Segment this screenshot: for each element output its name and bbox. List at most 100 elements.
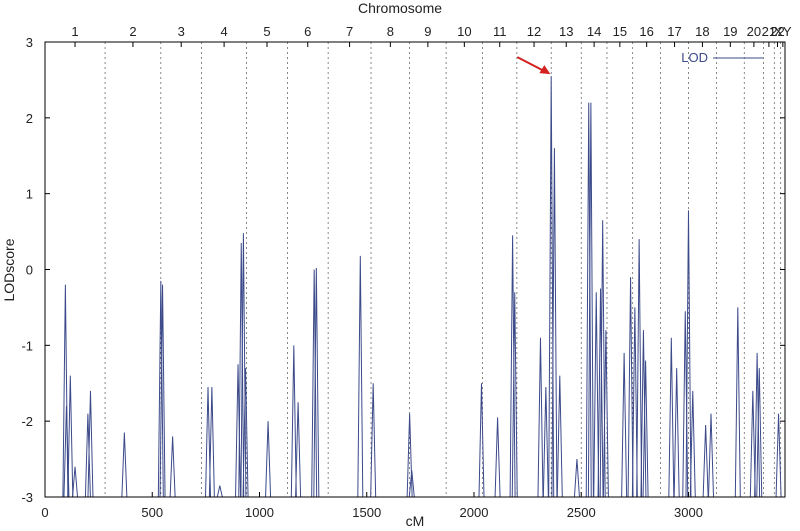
y-tick-label-0: 0 xyxy=(26,263,33,278)
axis-ticks xyxy=(44,41,785,498)
lod-peak-55 xyxy=(708,413,714,498)
chromosome-label-12: 12 xyxy=(527,24,541,39)
lod-peak-40 xyxy=(597,288,604,498)
lod-peak-46 xyxy=(636,239,643,498)
lod-peak-1 xyxy=(62,284,69,498)
legend-label-lod: LOD xyxy=(681,50,708,65)
lod-peak-36 xyxy=(573,459,580,498)
lod-peak-32 xyxy=(542,387,549,498)
x-axis-title: cM xyxy=(406,513,425,529)
lod-peak-47 xyxy=(640,330,647,498)
chromosome-label-15: 15 xyxy=(613,24,627,39)
chromosome-label-9: 9 xyxy=(424,24,431,39)
lod-peak-24 xyxy=(370,383,377,498)
lod-peak-54 xyxy=(702,424,709,498)
lod-peak-8 xyxy=(157,280,164,498)
lod-peak-56 xyxy=(734,307,741,498)
lod-peak-27 xyxy=(478,383,485,498)
lod-series xyxy=(62,76,782,498)
lod-peak-12 xyxy=(208,387,215,498)
lod-peak-42 xyxy=(602,330,609,498)
legend: LOD xyxy=(681,50,763,65)
lod-peak-35 xyxy=(556,375,563,498)
lod-peak-28 xyxy=(494,417,501,498)
lod-peak-30 xyxy=(511,292,518,498)
chromosome-label-3: 3 xyxy=(178,24,185,39)
y-axis-title: LODscore xyxy=(1,238,17,301)
y-tick-label-1: 1 xyxy=(26,187,33,202)
annotation-arrow-shaft xyxy=(516,56,545,73)
chromosome-label-2: 2 xyxy=(129,24,136,39)
lod-peak-5 xyxy=(84,413,91,498)
x-tick-label-2500: 2500 xyxy=(567,505,596,520)
lod-peak-53 xyxy=(689,390,696,498)
chromosome-label-20: 20 xyxy=(747,24,761,39)
lod-peak-52 xyxy=(685,210,692,498)
lod-peak-20 xyxy=(295,402,302,498)
x-tick-label-1000: 1000 xyxy=(245,505,274,520)
lod-peak-57 xyxy=(749,390,756,498)
lod-peak-14 xyxy=(235,364,242,498)
chromosome-label-6: 6 xyxy=(304,24,311,39)
lod-peak-11 xyxy=(205,387,212,498)
chromosome-label-XY: XY xyxy=(774,24,792,39)
lod-peak-38 xyxy=(587,102,594,498)
lod-peak-25 xyxy=(406,413,413,498)
chromosome-label-14: 14 xyxy=(587,24,601,39)
lod-peak-34 xyxy=(551,148,558,498)
plot-frame xyxy=(44,41,786,498)
lod-peak-13 xyxy=(216,485,223,498)
lod-peak-50 xyxy=(673,368,680,498)
x-tick-label-500: 500 xyxy=(141,505,163,520)
lod-peak-60 xyxy=(775,413,782,498)
chromosome-label-4: 4 xyxy=(220,24,227,39)
lod-peak-18 xyxy=(265,421,272,498)
chromosome-label-21: 21 xyxy=(762,24,776,39)
lod-peak-45 xyxy=(631,307,638,498)
y-tick-label--2: -2 xyxy=(21,414,33,429)
lod-peak-23 xyxy=(357,255,364,498)
chromosome-label-18: 18 xyxy=(695,24,709,39)
chromosome-label-7: 7 xyxy=(346,24,353,39)
lod-peak-43 xyxy=(621,352,628,498)
lod-peak-19 xyxy=(290,345,297,498)
lod-peak-3 xyxy=(67,375,74,498)
lod-peak-31 xyxy=(537,337,544,498)
x-tick-label-2000: 2000 xyxy=(460,505,489,520)
x-tick-label-0: 0 xyxy=(41,505,48,520)
chromosome-grid xyxy=(104,42,782,497)
y-tick-label-3: 3 xyxy=(26,35,33,50)
y-tick-label--1: -1 xyxy=(21,338,33,353)
lod-peak-22 xyxy=(313,267,320,498)
lod-peak-6 xyxy=(87,390,94,498)
lod-peak-49 xyxy=(668,337,675,498)
lod-peak-10 xyxy=(169,436,176,498)
lod-peak-7 xyxy=(121,432,128,498)
lod-peak-17 xyxy=(242,368,249,498)
lod-peak-37 xyxy=(585,102,592,498)
chromosome-label-10: 10 xyxy=(457,24,471,39)
lod-peak-26 xyxy=(408,470,415,498)
chromosome-label-13: 13 xyxy=(559,24,573,39)
chromosome-label-17: 17 xyxy=(667,24,681,39)
chromosome-label-19: 19 xyxy=(723,24,737,39)
chromosome-label-1: 1 xyxy=(71,24,78,39)
chromosome-label-16: 16 xyxy=(639,24,653,39)
lod-peak-4 xyxy=(72,466,79,498)
annotation-arrow-head xyxy=(539,65,551,75)
lod-peak-44 xyxy=(627,277,634,498)
lod-peak-48 xyxy=(642,360,649,498)
lod-peak-15 xyxy=(238,242,245,498)
lod-peak-29 xyxy=(509,235,516,498)
y-tick-label--3: -3 xyxy=(21,490,33,505)
lod-peak-58 xyxy=(754,352,761,498)
top-axis-title: Chromosome xyxy=(358,0,442,16)
chromosome-label-22: 22 xyxy=(770,24,784,39)
lod-peak-21 xyxy=(311,269,318,498)
lod-peak-59 xyxy=(756,368,763,498)
lod-peak-9 xyxy=(159,284,166,498)
chromosome-label-5: 5 xyxy=(263,24,270,39)
peak-annotation xyxy=(516,56,551,75)
